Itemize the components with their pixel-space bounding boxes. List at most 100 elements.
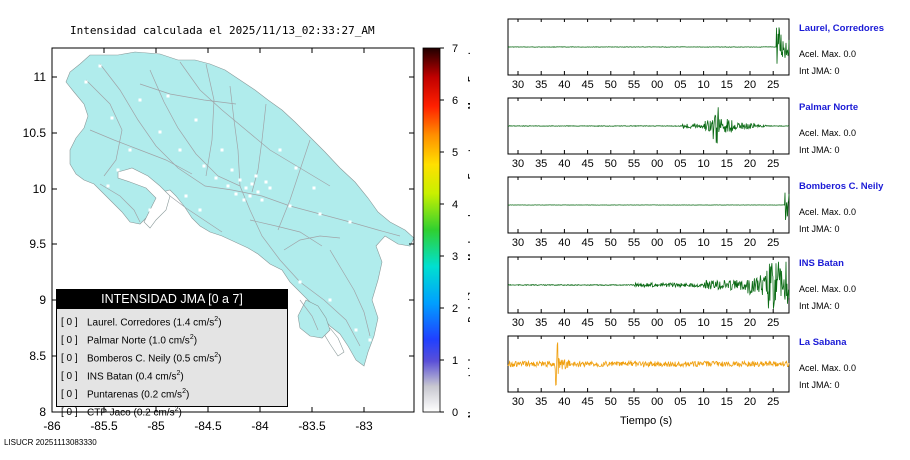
time-tick-label: 20 bbox=[744, 396, 756, 408]
lat-tick-label: 8.5 bbox=[29, 349, 46, 363]
legend-item-close: ) bbox=[179, 407, 182, 418]
legend-item-intensity: [ 0 ] bbox=[61, 388, 87, 403]
time-tick-label: 55 bbox=[628, 237, 640, 249]
legend-item: [ 0 ] Palmar Norte (1.0 cm/s2) bbox=[61, 331, 287, 349]
legend-item-intensity: [ 0 ] bbox=[61, 334, 87, 349]
town-marker bbox=[129, 149, 132, 152]
town-marker bbox=[149, 209, 152, 212]
time-tick-label: 45 bbox=[581, 158, 593, 170]
time-tick-label: 35 bbox=[535, 158, 547, 170]
time-tick-label: 40 bbox=[558, 396, 570, 408]
station-acel-max: Acel. Max. 0.0 bbox=[799, 281, 856, 297]
station-name: Bomberos C. Neily bbox=[799, 181, 883, 192]
intensity-legend: INTENSIDAD JMA [0 a 7] [ 0 ] Laurel. Corr… bbox=[56, 289, 288, 407]
time-tick-label: 40 bbox=[558, 237, 570, 249]
station-name: Laurel, Corredores bbox=[799, 23, 884, 34]
town-marker bbox=[159, 131, 162, 134]
colorbar-tick-label: 6 bbox=[452, 95, 458, 107]
colorbar-class-label: Debil bbox=[466, 289, 470, 322]
lat-tick-label: 11 bbox=[34, 70, 47, 84]
time-tick-label: 25 bbox=[767, 237, 779, 249]
town-marker bbox=[251, 183, 254, 186]
lon-tick-label: -83.5 bbox=[298, 419, 326, 433]
station-int-jma: Int JMA: 0 bbox=[799, 221, 840, 237]
legend-list: [ 0 ] Laurel. Corredores (1.4 cm/s2)[ 0 ]… bbox=[57, 309, 287, 421]
time-tick-label: 55 bbox=[628, 317, 640, 329]
time-tick-label: 20 bbox=[744, 317, 756, 329]
town-marker bbox=[249, 195, 252, 198]
time-tick-label: 30 bbox=[512, 396, 524, 408]
station-name: La Sabana bbox=[799, 337, 847, 348]
station-acel-max: Acel. Max. 0.0 bbox=[799, 360, 856, 376]
legend-item-value: (1.0 cm/s bbox=[149, 335, 190, 346]
town-marker bbox=[355, 329, 358, 332]
town-marker bbox=[245, 187, 248, 190]
station-acel-max: Acel. Max. 0.0 bbox=[799, 46, 856, 62]
town-marker bbox=[167, 95, 170, 98]
town-marker bbox=[369, 339, 372, 342]
station-int-jma: Int JMA: 0 bbox=[799, 298, 840, 314]
time-tick-label: 35 bbox=[535, 79, 547, 91]
town-marker bbox=[117, 169, 120, 172]
time-tick-label: 15 bbox=[721, 237, 733, 249]
legend-item-name: Laurel. Corredores bbox=[87, 317, 170, 328]
time-tick-label: 10 bbox=[697, 237, 709, 249]
time-tick-label: 15 bbox=[721, 317, 733, 329]
time-tick-label: 55 bbox=[628, 396, 640, 408]
station-name: INS Batan bbox=[799, 258, 844, 269]
time-tick-label: 30 bbox=[512, 237, 524, 249]
time-tick-label: 20 bbox=[744, 79, 756, 91]
time-tick-label: 00 bbox=[651, 396, 663, 408]
town-marker bbox=[265, 181, 268, 184]
waveform-panel: 30 35 40 45 50 55 00 05 10 15 20 25 bbox=[508, 336, 789, 408]
time-tick-label: 15 bbox=[721, 396, 733, 408]
time-tick-label: 20 bbox=[744, 158, 756, 170]
legend-item: [ 0 ] Puntarenas (0.2 cm/s2) bbox=[61, 385, 287, 403]
legend-item-name: Palmar Norte bbox=[87, 335, 146, 346]
time-tick-label: 10 bbox=[697, 317, 709, 329]
town-marker bbox=[107, 185, 110, 188]
time-tick-label: 50 bbox=[605, 396, 617, 408]
town-marker bbox=[199, 209, 202, 212]
time-tick-label: 10 bbox=[697, 158, 709, 170]
town-marker bbox=[221, 149, 224, 152]
time-tick-label: 50 bbox=[605, 317, 617, 329]
time-tick-label: 50 bbox=[605, 79, 617, 91]
colorbar-class-label: Muy Fuerte bbox=[466, 43, 470, 109]
time-tick-label: 45 bbox=[581, 317, 593, 329]
time-tick-label: 05 bbox=[674, 79, 686, 91]
lat-tick-label: 10.5 bbox=[23, 126, 47, 140]
legend-item-name: Puntarenas bbox=[87, 389, 138, 400]
town-marker bbox=[185, 195, 188, 198]
colorbar-tick-label: 4 bbox=[452, 199, 458, 211]
town-marker bbox=[279, 149, 282, 152]
legend-item: [ 0 ] CTP Jaco (0.2 cm/s2) bbox=[61, 403, 287, 421]
station-int-jma: Int JMA: 0 bbox=[799, 63, 840, 79]
legend-item: [ 0 ] Bomberos C. Neily (0.5 cm/s2) bbox=[61, 349, 287, 367]
town-marker bbox=[215, 177, 218, 180]
legend-item: [ 0 ] INS Batan (0.4 cm/s2) bbox=[61, 367, 287, 385]
legend-title: INTENSIDAD JMA [0 a 7] bbox=[57, 290, 287, 309]
lat-tick-label: 8 bbox=[39, 405, 46, 419]
legend-item-close: ) bbox=[186, 389, 189, 400]
lon-tick-label: -85 bbox=[147, 419, 165, 433]
colorbar-tick-label: 0 bbox=[452, 407, 458, 419]
time-tick-label: 35 bbox=[535, 317, 547, 329]
time-tick-label: 30 bbox=[512, 158, 524, 170]
legend-item-value: (0.2 cm/s bbox=[141, 389, 182, 400]
colorbar-tick-label: 5 bbox=[452, 147, 458, 159]
legend-item-close: ) bbox=[180, 371, 183, 382]
legend-item-value: (0.5 cm/s bbox=[173, 353, 214, 364]
time-tick-label: 00 bbox=[651, 237, 663, 249]
waveform-panel: 30 35 40 45 50 55 00 05 10 15 20 25 bbox=[508, 177, 789, 249]
town-marker bbox=[139, 99, 142, 102]
time-tick-label: 30 bbox=[512, 79, 524, 91]
time-tick-label: 50 bbox=[605, 158, 617, 170]
town-marker bbox=[111, 117, 114, 120]
waveform-panels: 30 35 40 45 50 55 00 05 10 15 20 2530 35 40 45 50 55 00 05… bbox=[500, 14, 790, 434]
station-acel-max: Acel. Max. 0.0 bbox=[799, 125, 856, 141]
time-tick-label: 00 bbox=[651, 79, 663, 91]
time-tick-label: 45 bbox=[581, 396, 593, 408]
legend-item-close: ) bbox=[218, 317, 221, 328]
time-tick-label: 50 bbox=[605, 237, 617, 249]
